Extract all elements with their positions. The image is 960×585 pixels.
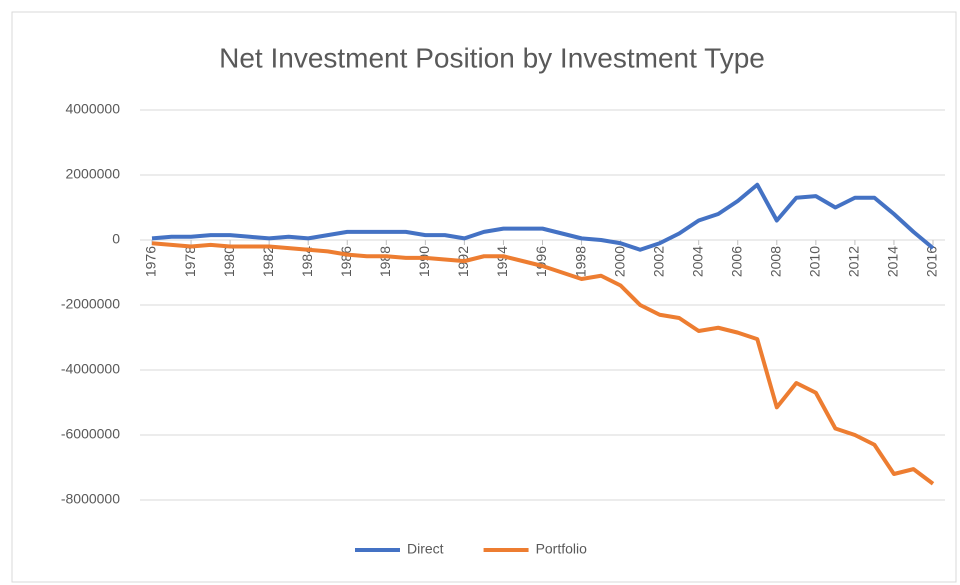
x-tick-label: 2004 [689, 246, 705, 277]
x-tick-label: 1996 [533, 246, 549, 277]
x-tick-label: 1980 [221, 246, 237, 277]
x-tick-label: 1986 [338, 246, 354, 277]
x-tick-label: 1988 [377, 246, 393, 277]
y-tick-label: -6000000 [61, 426, 120, 442]
x-tick-label: 1982 [260, 246, 276, 277]
series-line [151, 241, 935, 486]
y-tick-label: -2000000 [61, 296, 120, 312]
x-tick-label: 2002 [650, 246, 666, 277]
x-tick-label: 2016 [924, 246, 940, 277]
y-tick-label: -8000000 [61, 491, 120, 507]
x-tick-label: 2000 [611, 246, 627, 277]
x-tick-label: 1990 [416, 246, 432, 277]
chart-frame [11, 11, 957, 583]
x-tick-label: 1976 [143, 246, 159, 277]
legend-label: Portfolio [536, 541, 588, 557]
x-tick-label: 1994 [494, 246, 510, 277]
x-tick-label: 1998 [572, 246, 588, 277]
x-tick-label: 2008 [768, 246, 784, 277]
x-tick-label: 1978 [182, 246, 198, 277]
x-tick-label: 2012 [846, 246, 862, 277]
series-line [151, 182, 935, 252]
chart-title: Net Investment Position by Investment Ty… [219, 42, 765, 73]
legend-label: Direct [407, 541, 444, 557]
x-tick-label: 2010 [807, 246, 823, 277]
y-tick-label: -4000000 [61, 361, 120, 377]
x-tick-label: 2006 [728, 246, 744, 277]
y-tick-label: 2000000 [65, 166, 120, 182]
x-tick-label: 1984 [299, 246, 315, 277]
x-tick-label: 2014 [885, 246, 901, 277]
y-tick-label: 0 [112, 231, 120, 247]
y-tick-label: 4000000 [65, 101, 120, 117]
